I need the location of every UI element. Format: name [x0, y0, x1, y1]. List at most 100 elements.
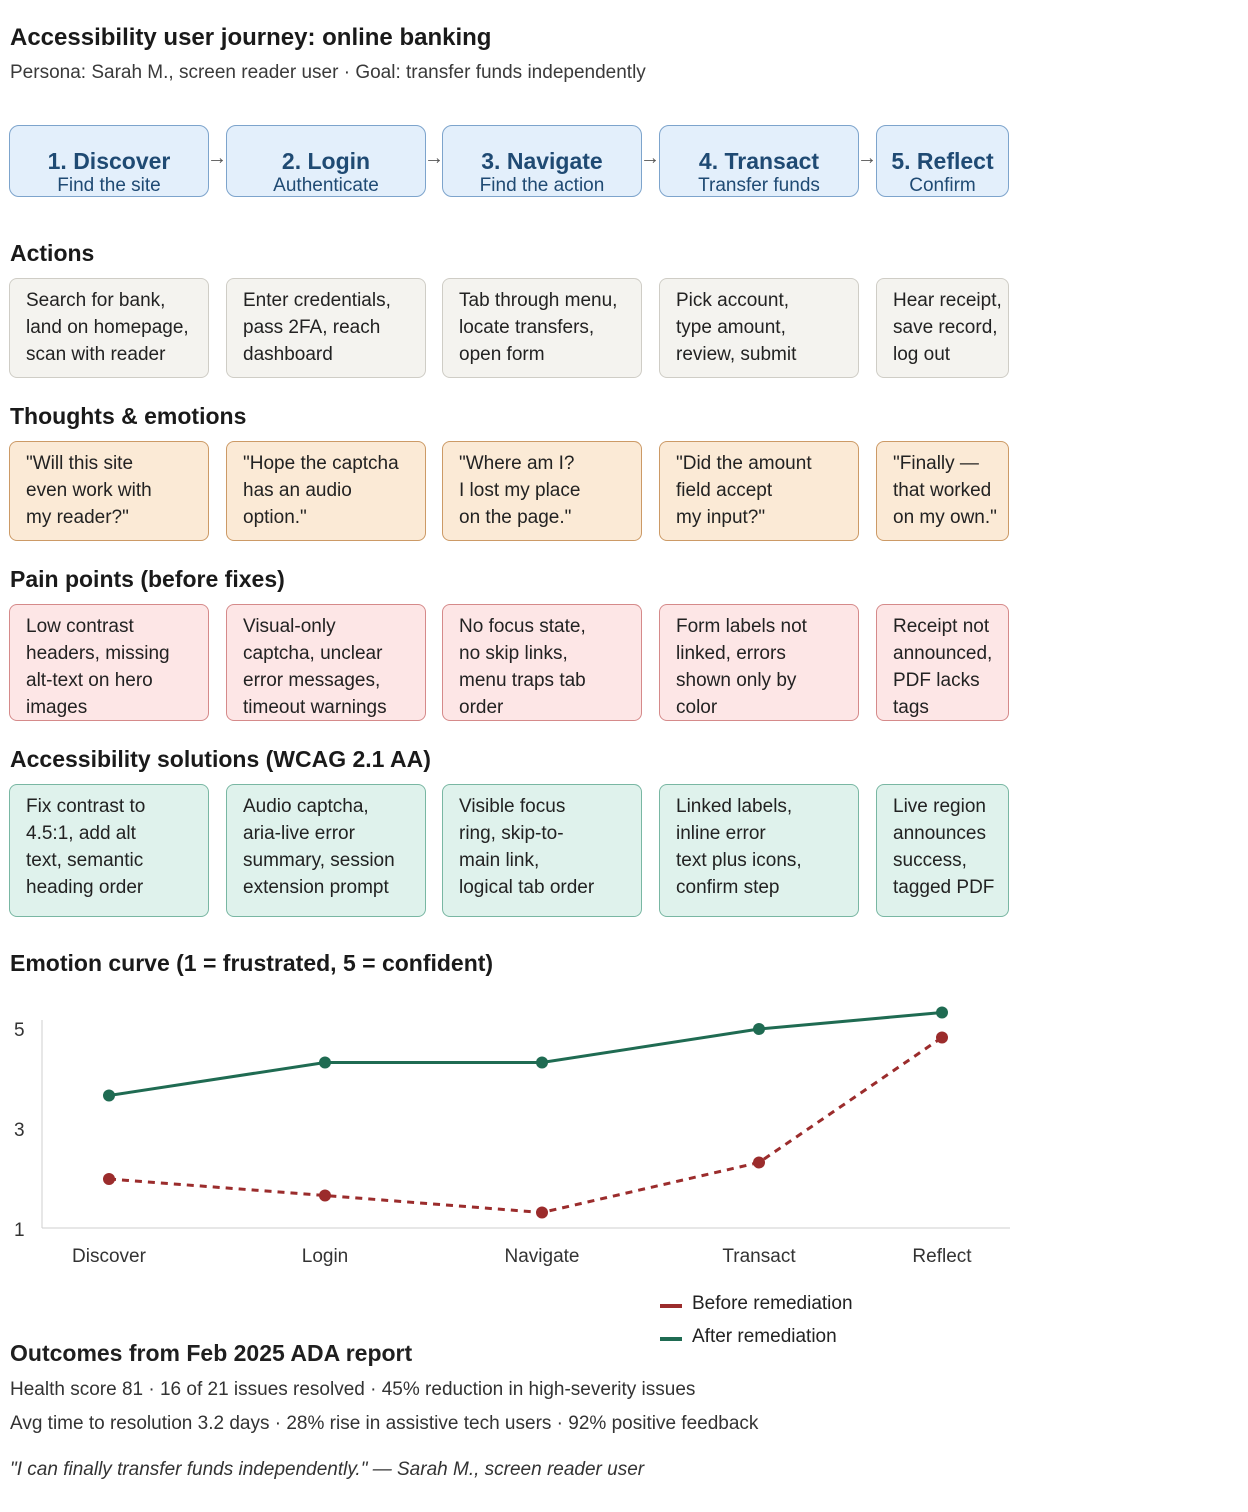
card-line: Hear receipt,: [893, 290, 1002, 311]
arrow-right-icon: →: [207, 147, 227, 169]
pain-card-3: No focus state, no skip links, menu traps …: [442, 604, 642, 721]
thoughts-title: Thoughts & emotions: [10, 403, 247, 429]
card-line: inline error: [676, 823, 766, 844]
card-line: announced,: [893, 643, 993, 664]
card-line: Pick account,: [676, 290, 789, 311]
thoughts-card-1: "Will this site even work with my reader?": [9, 441, 209, 541]
actions-card-3: Tab through menu, locate transfers, open f…: [442, 278, 642, 378]
data-point-after: [753, 1023, 765, 1035]
card-line: "Did the amount: [676, 453, 812, 474]
card-line: linked, errors: [676, 643, 786, 664]
data-point-before: [103, 1173, 115, 1185]
card-line: timeout warnings: [243, 697, 387, 718]
card-line: that worked: [893, 480, 992, 501]
data-point-before: [936, 1031, 948, 1044]
card-line: tagged PDF: [893, 877, 995, 898]
arrow-right-icon: →: [857, 147, 877, 169]
card-line: Visible focus: [459, 796, 566, 817]
card-line: open form: [459, 344, 545, 365]
card-line: Fix contrast to: [26, 796, 146, 817]
data-point-before: [536, 1206, 548, 1219]
card-line: confirm step: [676, 877, 780, 898]
arrow-right-icon: →: [424, 147, 444, 169]
card-line: even work with: [26, 480, 152, 501]
stage-title: 2. Login: [281, 148, 371, 174]
card-line: no skip links,: [459, 643, 568, 664]
card-line: main link,: [459, 850, 540, 871]
series-line-after: [108, 1011, 943, 1097]
pain-card-2: Visual-only captcha, unclear error message…: [226, 604, 426, 721]
card-line: alt-text on hero: [26, 670, 153, 691]
card-line: summary, session: [243, 850, 395, 871]
card-line: captcha, unclear: [243, 643, 383, 664]
card-line: Live region: [893, 796, 986, 817]
x-tick-label: Reflect: [912, 1246, 972, 1267]
data-point-after: [936, 1006, 948, 1019]
pain-points-title: Pain points (before fixes): [10, 566, 285, 592]
card-line: logical tab order: [459, 877, 595, 898]
persona-subtitle: Persona: Sarah M., screen reader user · …: [10, 62, 646, 83]
card-line: dashboard: [243, 344, 333, 365]
card-line: tags: [893, 697, 929, 718]
card-line: color: [676, 697, 718, 718]
card-line: "Hope the captcha: [243, 453, 399, 474]
card-line: pass 2FA, reach: [243, 317, 381, 338]
card-line: error messages,: [243, 670, 381, 691]
stage-subtitle: Transfer funds: [698, 175, 820, 196]
card-line: order: [459, 697, 504, 718]
card-line: my input?": [676, 507, 766, 528]
stage-3: 3. Navigate Find the action: [442, 125, 642, 197]
stage-title: 1. Discover: [47, 148, 171, 174]
card-line: 4.5:1, add alt: [26, 823, 136, 844]
card-line: No focus state,: [459, 616, 586, 637]
card-line: log out: [893, 344, 951, 365]
card-line: success,: [893, 850, 967, 871]
data-point-after: [319, 1056, 331, 1069]
arrow-right-icon: →: [640, 147, 660, 169]
legend-before-label: Before remediation: [692, 1293, 853, 1314]
card-line: ring, skip-to-: [459, 823, 564, 844]
y-tick-label: 3: [14, 1120, 25, 1141]
solutions-card-3: Visible focus ring, skip-to-main link, log…: [442, 784, 642, 917]
solutions-card-1: Fix contrast to 4.5:1, add alt text, seman…: [9, 784, 209, 917]
card-line: menu traps tab: [459, 670, 586, 691]
outcomes-line-1: Health score 81 · 16 of 21 issues resolv…: [10, 1379, 696, 1400]
stage-4: 4. Transact Transfer funds: [659, 125, 859, 197]
pain-card-1: Low contrast headers, missing alt-text on …: [9, 604, 209, 721]
card-line: on my own.": [893, 507, 997, 528]
card-line: aria-live error: [243, 823, 355, 844]
legend-after-label: After remediation: [692, 1326, 837, 1347]
data-point-after: [536, 1056, 548, 1069]
thoughts-card-5: "Finally — that worked on my own.": [876, 441, 1009, 541]
y-tick-label: 1: [14, 1220, 25, 1241]
stage-title: 4. Transact: [698, 148, 820, 174]
data-point-before: [753, 1156, 765, 1169]
solutions-title: Accessibility solutions (WCAG 2.1 AA): [10, 746, 431, 772]
data-point-after: [103, 1089, 115, 1102]
card-line: "Finally —: [893, 453, 979, 474]
card-line: text plus icons,: [676, 850, 802, 871]
card-line: field accept: [676, 480, 773, 501]
x-tick-label: Discover: [72, 1246, 147, 1267]
emotion-chart-title: Emotion curve (1 = frustrated, 5 = confi…: [10, 950, 494, 976]
card-line: review, submit: [676, 344, 797, 365]
thoughts-card-4: "Did the amount field accept my input?": [659, 441, 859, 541]
actions-card-1: Search for bank, land on homepage, scan wi…: [9, 278, 209, 378]
card-line: extension prompt: [243, 877, 389, 898]
pain-card-5: Receipt not announced, PDF lacks tags: [876, 604, 1009, 721]
card-line: option.": [243, 507, 307, 528]
legend-after-swatch: [660, 1337, 682, 1341]
card-line: land on homepage,: [26, 317, 189, 338]
card-line: headers, missing: [26, 643, 170, 664]
stage-2: 2. Login Authenticate: [226, 125, 426, 197]
stage-subtitle: Confirm: [909, 175, 976, 196]
card-line: has an audio: [243, 480, 352, 501]
x-tick-label: Login: [302, 1246, 349, 1267]
x-tick-label: Navigate: [505, 1246, 580, 1267]
card-line: images: [26, 697, 88, 718]
card-line: locate transfers,: [459, 317, 595, 338]
card-line: PDF lacks: [893, 670, 980, 691]
card-line: Form labels not: [676, 616, 807, 637]
persona-quote: "I can finally transfer funds independen…: [10, 1459, 645, 1480]
y-tick-label: 5: [14, 1020, 25, 1041]
